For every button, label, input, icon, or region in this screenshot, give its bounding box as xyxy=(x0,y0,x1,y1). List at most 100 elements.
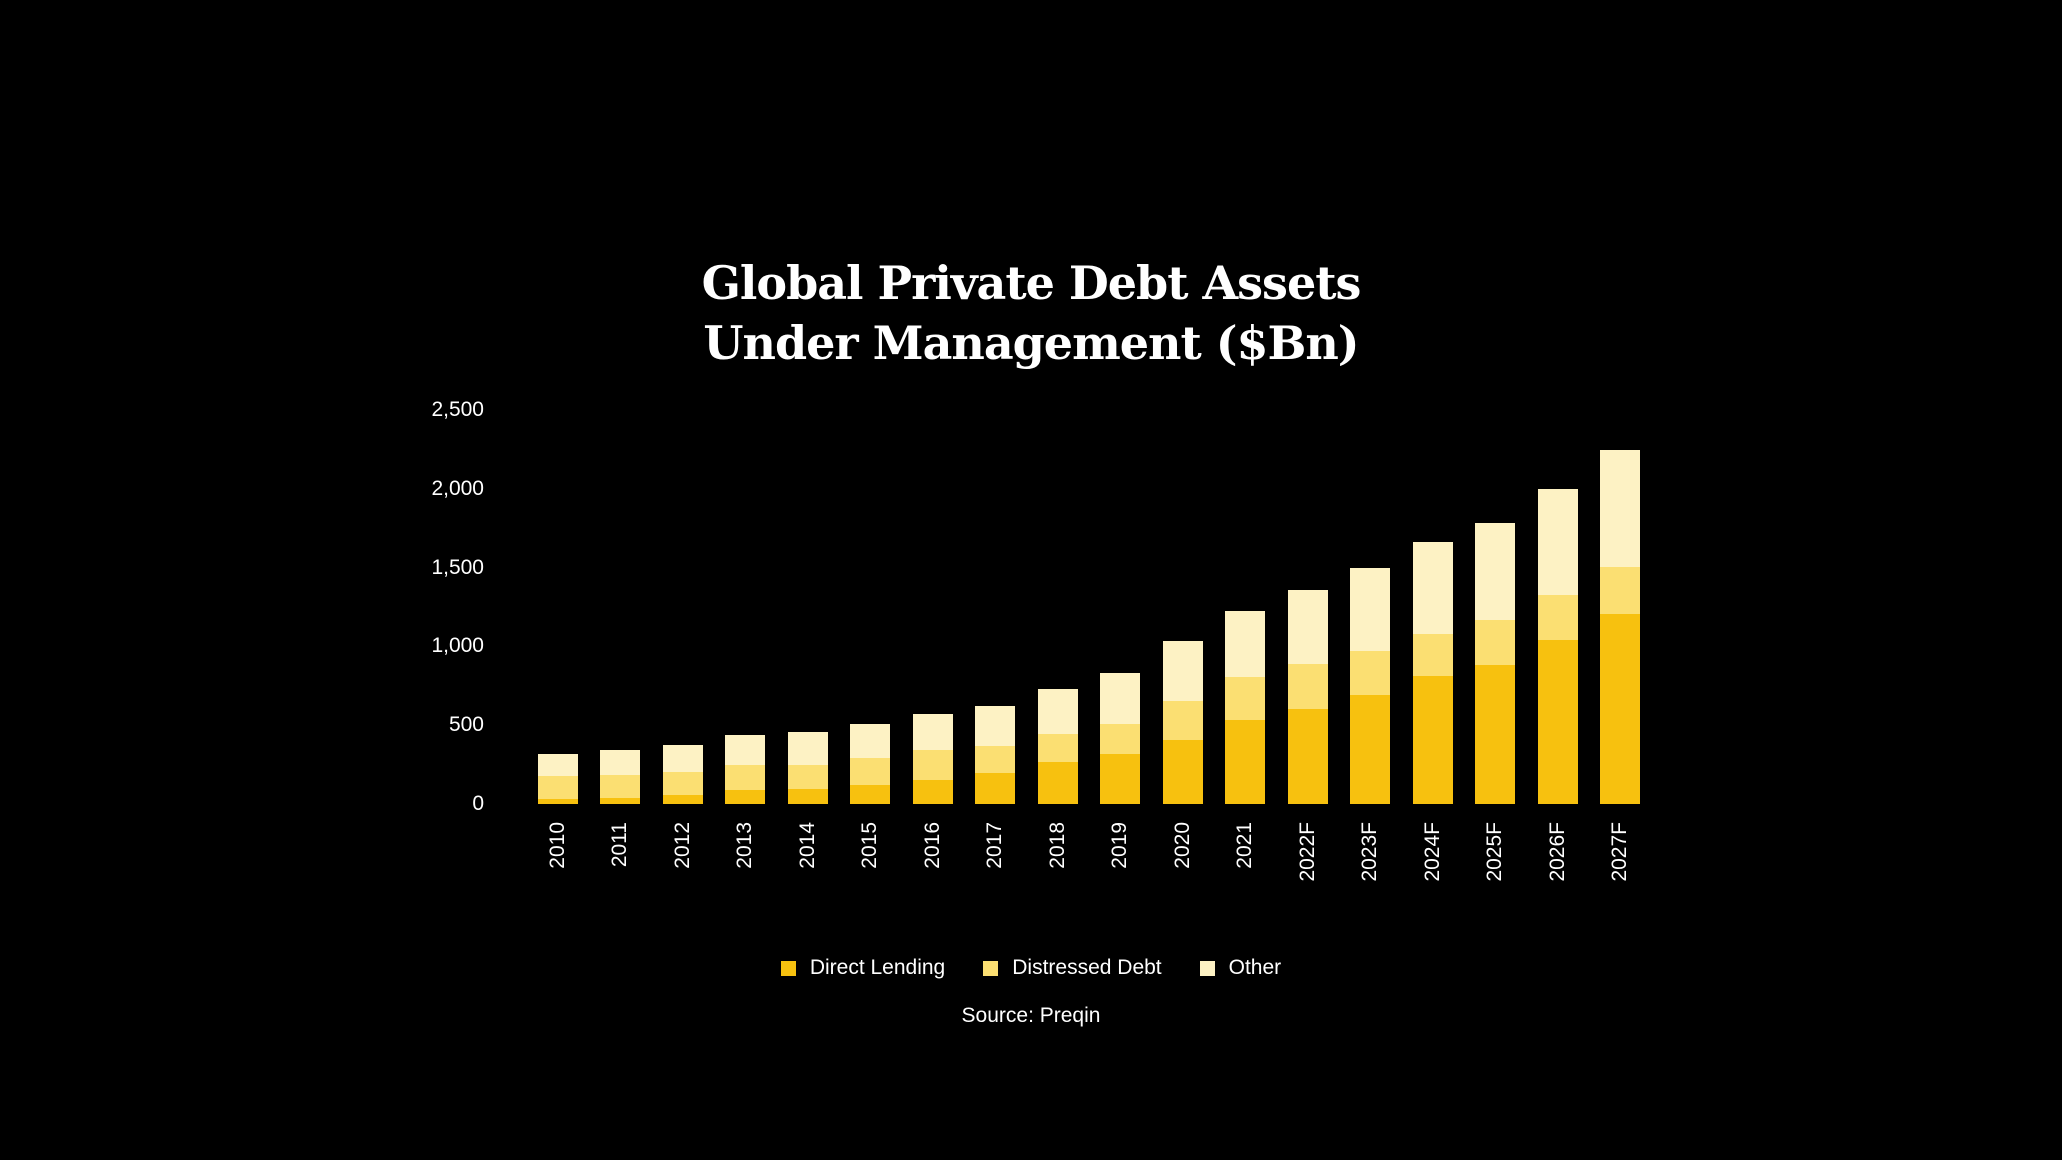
legend-swatch-icon xyxy=(780,960,796,976)
bar-2024F xyxy=(1412,542,1453,804)
bar-segment-direct-lending xyxy=(1225,720,1266,804)
x-tick-label: 2011 xyxy=(608,822,632,868)
bar-2010 xyxy=(538,753,578,804)
bar-2022F xyxy=(1287,589,1328,804)
x-tick-label: 2025F xyxy=(1483,822,1507,882)
bar-2023F xyxy=(1350,568,1391,804)
bar-segment-direct-lending xyxy=(1100,753,1141,804)
bar-segment-distressed-debt xyxy=(912,750,953,781)
bar-2021 xyxy=(1225,610,1266,804)
bar-segment-direct-lending xyxy=(975,773,1016,804)
chart-title-line-1: Global Private Debt Assets xyxy=(701,256,1362,310)
legend-item-other: Other xyxy=(1199,956,1282,980)
bar-2014 xyxy=(787,731,828,804)
bar-segment-other xyxy=(1475,523,1516,621)
x-tick-label: 2024F xyxy=(1420,822,1444,882)
bar-segment-direct-lending xyxy=(1600,614,1640,804)
bar-segment-direct-lending xyxy=(725,789,766,804)
source-note: Source: Preqin xyxy=(961,1004,1101,1027)
bar-segment-distressed-debt xyxy=(1162,700,1203,741)
legend-label: Distressed Debt xyxy=(1012,956,1162,979)
bar-2011 xyxy=(600,750,641,804)
bar-segment-distressed-debt xyxy=(1350,651,1391,696)
x-tick-label: 2018 xyxy=(1045,822,1069,869)
bar-segment-direct-lending xyxy=(1475,665,1516,804)
legend-swatch-icon xyxy=(1199,960,1215,976)
x-tick-label: 2020 xyxy=(1170,822,1194,869)
legend: Direct Lending Distressed Debt Other xyxy=(0,956,2062,980)
bar-2017 xyxy=(975,705,1016,804)
bar-segment-direct-lending xyxy=(912,780,953,804)
bar-segment-other xyxy=(975,705,1016,746)
bar-segment-distressed-debt xyxy=(787,764,828,790)
x-tick-label: 2026F xyxy=(1545,822,1569,882)
bar-segment-other xyxy=(1037,688,1078,734)
bar-2018 xyxy=(1037,688,1078,804)
bar-segment-distressed-debt xyxy=(600,774,641,798)
x-tick-label: 2016 xyxy=(920,822,944,869)
bar-segment-other xyxy=(1225,610,1266,678)
bar-2025F xyxy=(1475,523,1516,804)
bar-segment-other xyxy=(1600,450,1640,567)
bar-segment-direct-lending xyxy=(662,795,703,804)
plot-area xyxy=(530,410,1650,804)
bar-segment-direct-lending xyxy=(1287,708,1328,804)
bar-segment-other xyxy=(725,735,766,766)
bar-segment-distressed-debt xyxy=(662,771,703,796)
bar-2019 xyxy=(1100,673,1141,804)
bar-segment-distressed-debt xyxy=(1475,620,1516,666)
x-tick-label: 2022F xyxy=(1295,822,1319,882)
y-tick-label: 500 xyxy=(448,713,484,737)
x-tick-label: 2027F xyxy=(1608,822,1631,882)
y-tick-label: 2,000 xyxy=(431,476,484,500)
x-tick-label: 2021 xyxy=(1233,822,1257,869)
bar-segment-other xyxy=(850,723,891,758)
bar-segment-distressed-debt xyxy=(1225,677,1266,721)
bar-segment-other xyxy=(912,714,953,751)
x-tick-label: 2015 xyxy=(858,822,882,869)
y-tick-label: 1,500 xyxy=(431,555,484,579)
bar-segment-direct-lending xyxy=(850,785,891,804)
bar-segment-distressed-debt xyxy=(1287,663,1328,709)
legend-item-distressed-debt: Distressed Debt xyxy=(983,956,1162,980)
bar-2015 xyxy=(850,723,891,804)
bar-segment-other xyxy=(1350,568,1391,652)
bar-segment-other xyxy=(600,750,641,775)
x-tick-label: 2014 xyxy=(795,822,819,869)
bar-segment-distressed-debt xyxy=(538,776,578,800)
bar-segment-distressed-debt xyxy=(850,757,891,786)
bar-segment-other xyxy=(1537,488,1578,596)
bar-segment-other xyxy=(787,731,828,765)
bar-2027F xyxy=(1600,450,1640,804)
bar-segment-other xyxy=(538,753,578,777)
bar-2026F xyxy=(1537,488,1578,804)
bar-segment-direct-lending xyxy=(600,797,641,804)
bar-segment-other xyxy=(1412,542,1453,634)
chart-title-line-2: Under Management ($Bn) xyxy=(703,316,1359,370)
x-tick-label: 2019 xyxy=(1108,822,1132,869)
bar-segment-distressed-debt xyxy=(1600,566,1640,615)
chart-title: Global Private Debt Assets Under Managem… xyxy=(0,253,2062,373)
y-tick-label: 0 xyxy=(472,792,484,815)
bar-segment-distressed-debt xyxy=(1537,595,1578,641)
bar-segment-other xyxy=(1100,673,1141,724)
bar-segment-direct-lending xyxy=(538,799,578,804)
y-tick-label: 1,000 xyxy=(431,634,484,658)
y-tick-label: 2,500 xyxy=(431,398,484,421)
legend-swatch-icon xyxy=(983,960,999,976)
x-tick-label: 2010 xyxy=(546,822,569,869)
x-tick-label: 2013 xyxy=(733,822,757,869)
legend-item-direct-lending: Direct Lending xyxy=(780,956,945,980)
bar-segment-direct-lending xyxy=(1412,676,1453,804)
bar-2020 xyxy=(1162,640,1203,804)
bar-segment-other xyxy=(1287,589,1328,664)
bar-segment-distressed-debt xyxy=(1100,723,1141,754)
legend-label: Other xyxy=(1228,956,1282,979)
bar-2016 xyxy=(912,714,953,804)
x-tick-label: 2017 xyxy=(983,822,1007,869)
bar-2012 xyxy=(662,744,703,804)
bar-segment-distressed-debt xyxy=(1037,733,1078,763)
bar-segment-distressed-debt xyxy=(1412,633,1453,677)
x-tick-label: 2023F xyxy=(1358,822,1382,882)
bar-segment-direct-lending xyxy=(1350,695,1391,804)
